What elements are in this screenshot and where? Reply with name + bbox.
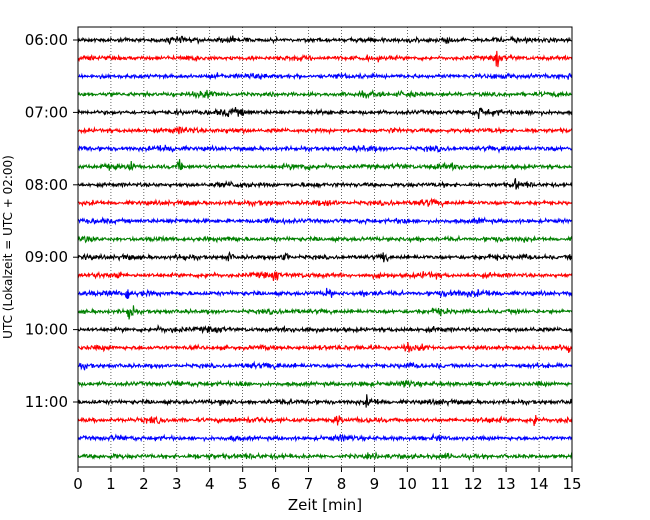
x-tick-label: 0 [73, 475, 83, 493]
x-tick-label: 8 [337, 475, 347, 493]
y-axis-ticks: 06:00 07:00 08:00 09:00 10:00 11:00 [25, 31, 78, 411]
trace-line [77, 125, 573, 136]
trace-line [77, 216, 573, 226]
y-axis-label: UTC (Lokalzeit = UTC + 02:00) [1, 155, 15, 339]
trace-line [77, 360, 573, 371]
trace-line [77, 324, 573, 335]
trace-line [77, 342, 573, 354]
y-tick-label: 11:00 [25, 393, 68, 411]
x-tick-label: 1 [106, 475, 116, 493]
trace-line [77, 415, 573, 427]
plot-area-background [78, 27, 572, 467]
x-tick-label: 4 [205, 475, 215, 493]
trace-line [77, 234, 573, 244]
trace-line [77, 158, 573, 172]
x-tick-label: 5 [238, 475, 248, 493]
trace-line [77, 197, 573, 209]
x-tick-label: 3 [172, 475, 182, 493]
trace-line [77, 394, 573, 408]
trace-line [77, 250, 573, 263]
x-tick-label: 2 [139, 475, 149, 493]
x-tick-label: 9 [370, 475, 380, 493]
vertical-grid [110, 27, 540, 467]
x-axis-ticks: 0 1 2 3 4 5 6 7 8 9 10 11 12 13 14 15 [73, 467, 582, 493]
x-tick-label: 13 [497, 475, 516, 493]
x-tick-label: 10 [398, 475, 417, 493]
y-tick-label: 09:00 [25, 248, 68, 266]
plot-frame [77, 26, 573, 468]
trace-line [77, 287, 573, 300]
y-tick-label: 06:00 [25, 31, 68, 49]
trace-line [77, 379, 573, 389]
x-tick-label: 15 [562, 475, 581, 493]
trace-line [77, 35, 573, 46]
x-tick-label: 14 [530, 475, 549, 493]
trace-line [77, 144, 573, 154]
trace-line [77, 432, 573, 443]
trace-line [77, 88, 573, 100]
trace-line [77, 72, 573, 81]
trace-line [77, 451, 573, 462]
x-tick-label: 6 [271, 475, 281, 493]
y-tick-label: 10:00 [25, 321, 68, 339]
trace-line [77, 107, 573, 119]
trace-line [77, 178, 573, 190]
x-tick-label: 12 [464, 475, 483, 493]
trace-line [77, 305, 573, 320]
y-tick-label: 07:00 [25, 103, 68, 121]
x-axis-label: Zeit [min] [288, 496, 362, 514]
x-tick-label: 11 [431, 475, 450, 493]
x-tick-label: 7 [304, 475, 314, 493]
trace-line [77, 270, 573, 282]
seismic-traces [77, 35, 573, 462]
trace-line [77, 50, 573, 68]
y-tick-label: 08:00 [25, 176, 68, 194]
